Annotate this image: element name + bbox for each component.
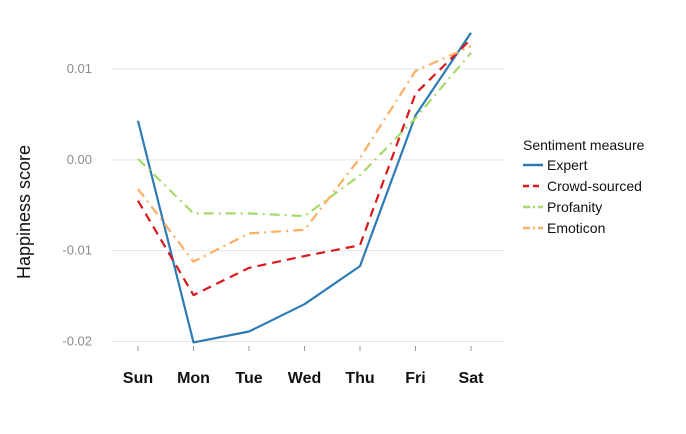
series-line-emoticon	[137, 45, 472, 263]
grid	[112, 68, 504, 342]
y-tick-label: 0.01	[67, 61, 92, 76]
series-line-expert	[136, 32, 472, 344]
legend: Sentiment measure Expert Crowd-sourced Pro…	[523, 137, 645, 236]
y-axis-label: Happiness score	[14, 145, 34, 279]
x-tick-label: Mon	[177, 370, 210, 387]
series-line-profanity	[137, 51, 472, 218]
x-tick-label: Sat	[459, 370, 485, 387]
legend-label-emoticon: Emoticon	[547, 220, 605, 236]
y-tick-label: -0.01	[62, 243, 92, 258]
x-tick-label: Fri	[405, 370, 425, 387]
legend-items: Expert Crowd-sourced Profanity Emoticon	[523, 157, 642, 236]
x-tick-label: Wed	[288, 370, 321, 387]
axes: 0.01 0.00 -0.01 -0.02 Sun Mon Tue Wed Thu Fri Sat	[62, 61, 484, 387]
x-tick-label: Sun	[123, 370, 153, 387]
y-tick-label: -0.02	[62, 333, 92, 348]
series-lines	[136, 32, 472, 344]
legend-title: Sentiment measure	[523, 137, 645, 153]
series-line-crowd-sourced	[137, 38, 472, 297]
y-tick-label: 0.00	[67, 152, 92, 167]
legend-label-expert: Expert	[547, 157, 588, 173]
legend-label-profanity: Profanity	[547, 199, 602, 215]
x-tick-label: Tue	[235, 370, 262, 387]
legend-label-crowd-sourced: Crowd-sourced	[547, 178, 642, 194]
x-tick-label: Thu	[345, 370, 374, 387]
